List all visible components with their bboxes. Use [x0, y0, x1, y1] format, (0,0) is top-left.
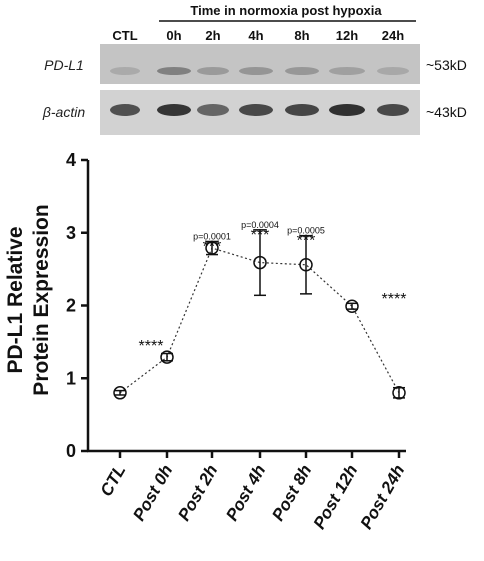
significance-stars-3: ***: [251, 227, 270, 244]
data-point-2: [205, 241, 219, 255]
significance-annotations: *******p=0.0001 ***p=0.0004***p=0.0005***…: [139, 220, 407, 355]
lane-label-8h: 8h: [294, 28, 309, 43]
y-axis-label-line-2: Protein Expression: [30, 204, 53, 395]
blot-band-beta-actin-3: [239, 104, 273, 116]
lane-label-12h: 12h: [336, 28, 358, 43]
x-tick-label-3: Post 4h: [222, 462, 269, 525]
y-tick-label-3: 3: [66, 223, 76, 243]
blot-row-label-beta-actin: β-actin: [42, 104, 85, 120]
lane-label-2h: 2h: [205, 28, 220, 43]
significance-stars-4: ***: [297, 233, 316, 250]
blot-band-beta-actin-4: [285, 104, 319, 116]
blot-row-label-pdl1: PD-L1: [44, 57, 84, 73]
lane-label-4h: 4h: [248, 28, 263, 43]
blot-band-pdl1-2: [197, 67, 229, 75]
blot-strip-pdl1: [100, 44, 420, 84]
blot-size-pdl1: ~53kD: [426, 57, 467, 73]
lane-labels: CTL 0h 2h 4h 8h 12h 24h: [112, 28, 404, 43]
y-axis-label-line-1: PD-L1 Relative: [4, 226, 27, 373]
blot-band-pdl1-1: [157, 67, 191, 75]
data-point-3: [253, 255, 267, 270]
data-point-5: [345, 299, 359, 313]
x-tick-label-5: Post 12h: [310, 462, 362, 533]
data-point-1: [160, 350, 174, 364]
blot-band-pdl1-3: [239, 67, 273, 75]
blot-band-beta-actin-2: [197, 104, 229, 116]
blot-row-beta-actin: β-actin ~43kD: [42, 90, 467, 135]
significance-stars-2: ***: [203, 238, 222, 255]
data-point-4: [299, 258, 313, 272]
significance-stars-1: ****: [139, 338, 164, 355]
lane-label-ctl: CTL: [112, 28, 137, 43]
blot-band-pdl1-5: [329, 67, 365, 75]
x-tick-label-6: Post 24h: [357, 462, 409, 533]
data-point-0: [113, 386, 127, 400]
lane-label-0h: 0h: [166, 28, 181, 43]
y-tick-label-4: 4: [66, 150, 76, 170]
x-tick-label-4: Post 8h: [268, 462, 315, 525]
blot-band-beta-actin-5: [329, 104, 365, 116]
blot-bands-pdl1: [110, 67, 409, 75]
x-tick-label-0: CTL: [96, 462, 129, 500]
p-value-4: p=0.0005: [287, 226, 325, 236]
series-line: [113, 229, 406, 400]
x-tick-label-1: Post 0h: [129, 462, 176, 525]
y-tick-label-0: 0: [66, 441, 76, 461]
line-chart: PD-L1 Relative Protein Expression 01234 …: [4, 150, 408, 532]
y-tick-label-2: 2: [66, 296, 76, 316]
p-value-3: p=0.0004: [241, 220, 279, 230]
y-ticks: 0 1 2 3 4: [66, 150, 88, 461]
blot-header: Time in normoxia post hypoxia: [190, 3, 382, 18]
blot-row-pdl1: PD-L1 ~53kD: [44, 44, 467, 84]
p-value-2: p=0.0001: [193, 231, 231, 241]
x-tick-label-2: Post 2h: [174, 462, 221, 525]
data-point-6: [392, 386, 406, 400]
blot-band-beta-actin-0: [110, 104, 140, 116]
blot-band-beta-actin-6: [377, 104, 409, 116]
blot-size-beta-actin: ~43kD: [426, 104, 467, 120]
western-blot: Time in normoxia post hypoxia CTL 0h 2h …: [42, 3, 467, 135]
lane-label-24h: 24h: [382, 28, 404, 43]
blot-band-pdl1-6: [377, 67, 409, 75]
blot-bands-beta-actin: [110, 104, 409, 116]
blot-band-pdl1-4: [285, 67, 319, 75]
blot-band-beta-actin-1: [157, 104, 191, 116]
blot-band-pdl1-0: [110, 67, 140, 75]
y-tick-label-1: 1: [66, 368, 76, 388]
significance-stars-5: ****: [382, 291, 407, 308]
